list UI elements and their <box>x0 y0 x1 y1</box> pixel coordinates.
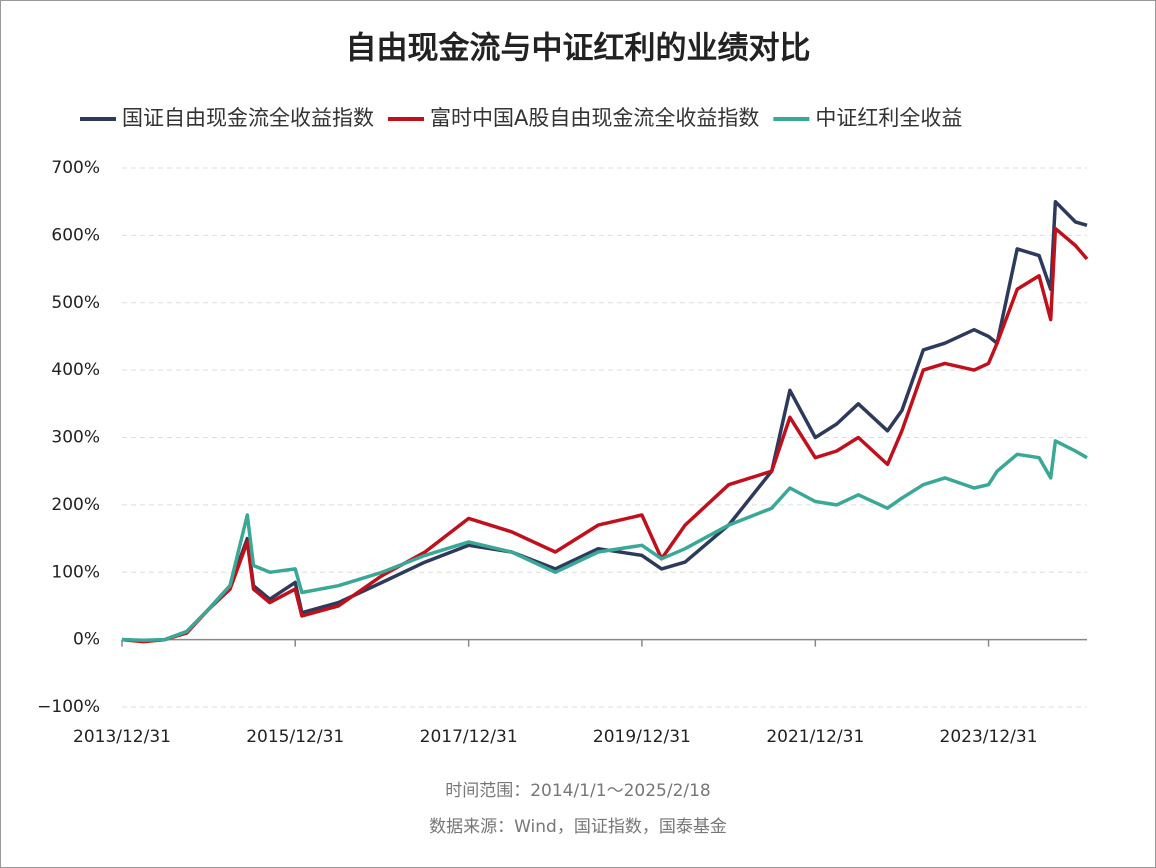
y-tick-label: 600% <box>51 225 100 245</box>
chart-title: 自由现金流与中证红利的业绩对比 <box>346 31 811 67</box>
y-tick-label: 100% <box>51 562 100 582</box>
legend-label: 国证自由现金流全收益指数 <box>122 106 374 130</box>
x-tick-label: 2023/12/31 <box>940 727 1038 747</box>
legend-label: 富时中国A股自由现金流全收益指数 <box>430 106 759 130</box>
legend-label: 中证红利全收益 <box>815 106 962 130</box>
y-tick-label: 400% <box>51 360 100 380</box>
x-tick-label: 2017/12/31 <box>420 727 518 747</box>
series-line <box>121 226 1089 644</box>
note: 数据来源：Wind，国证指数，国泰基金 <box>429 817 727 837</box>
x-tick-label: 2015/12/31 <box>246 727 344 747</box>
x-tick-label: 2013/12/31 <box>73 727 171 747</box>
note: 时间范围：2014/1/1～2025/2/18 <box>445 781 711 801</box>
y-tick-label: 700% <box>51 158 100 178</box>
y-tick-label: 0% <box>73 630 100 650</box>
y-tick-label: 200% <box>51 495 100 515</box>
x-tick-label: 2019/12/31 <box>593 727 691 747</box>
y-tick-label: −100% <box>37 697 100 717</box>
y-tick-label: 500% <box>51 293 100 313</box>
series-line <box>121 439 1088 643</box>
y-tick-label: 300% <box>51 428 100 448</box>
x-tick-label: 2021/12/31 <box>766 727 864 747</box>
